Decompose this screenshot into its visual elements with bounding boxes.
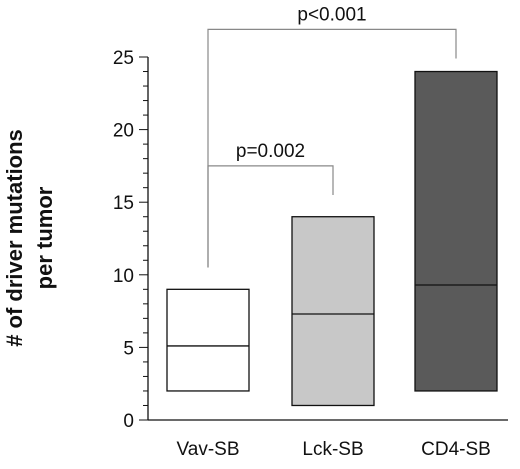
y-axis-title-line-1: # of driver mutations [2, 129, 27, 347]
x-tick-label: CD4-SB [421, 439, 491, 460]
y-axis-title: # of driver mutations per tumor [2, 129, 57, 347]
box-series [166, 70, 498, 407]
y-axis: 0 5 10 15 20 25 [113, 48, 149, 432]
significance-annotations: p=0.002 p<0.001 [207, 4, 457, 268]
y-tick-label: 25 [113, 48, 134, 69]
x-axis: Vav-SB Lck-SB CD4-SB [148, 419, 508, 460]
box-vav-sb [166, 288, 250, 392]
y-tick-label: 10 [113, 266, 134, 287]
y-tick-label: 5 [123, 338, 134, 359]
y-tick-label: 20 [113, 121, 134, 142]
box-cd4-sb [414, 70, 498, 392]
significance-bracket [207, 28, 457, 268]
x-tick-label: Lck-SB [302, 439, 363, 460]
p-value-label: p<0.001 [297, 4, 366, 25]
box-lck-sb [291, 216, 375, 407]
x-tick-label: Vav-SB [176, 439, 239, 460]
y-axis-title-line-2: per tumor [32, 186, 57, 289]
y-tick-label: 15 [113, 193, 134, 214]
y-tick-label: 0 [123, 411, 134, 432]
p-value-label: p=0.002 [236, 141, 305, 162]
